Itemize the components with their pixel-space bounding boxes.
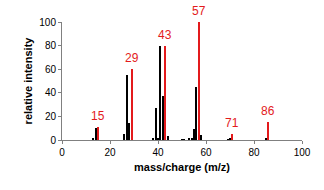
svg-text:0: 0 [50,135,56,146]
svg-text:100: 100 [294,147,311,158]
svg-text:0: 0 [59,147,65,158]
svg-text:15: 15 [91,109,105,123]
svg-text:71: 71 [225,116,239,130]
svg-text:60: 60 [200,147,212,158]
svg-text:57: 57 [192,4,206,18]
svg-text:100: 100 [39,17,56,28]
svg-text:20: 20 [104,147,116,158]
svg-text:86: 86 [261,104,275,118]
svg-text:relative intensity: relative intensity [22,37,34,125]
svg-text:43: 43 [158,28,172,42]
svg-text:80: 80 [45,40,57,51]
svg-text:20: 20 [45,111,57,122]
svg-text:40: 40 [45,87,57,98]
svg-text:mass/charge (m/z): mass/charge (m/z) [134,161,230,173]
svg-text:29: 29 [125,51,139,65]
svg-text:60: 60 [45,64,57,75]
svg-text:40: 40 [152,147,164,158]
svg-text:80: 80 [248,147,260,158]
